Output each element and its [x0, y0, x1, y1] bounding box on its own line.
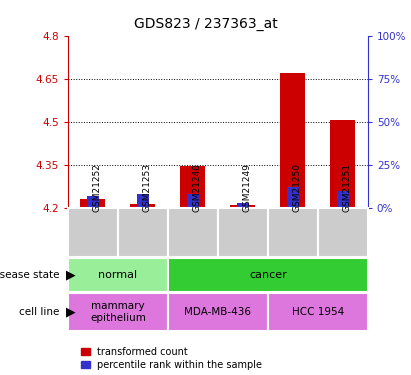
- Text: GSM21251: GSM21251: [343, 163, 352, 212]
- Text: cancer: cancer: [249, 270, 287, 280]
- Bar: [136, 194, 149, 208]
- Text: GSM21249: GSM21249: [243, 163, 252, 212]
- Text: HCC 1954: HCC 1954: [292, 307, 344, 317]
- Text: disease state: disease state: [0, 270, 60, 280]
- Bar: [68, 293, 168, 331]
- Text: ▶: ▶: [66, 306, 75, 319]
- Text: GSM21248: GSM21248: [193, 163, 202, 212]
- Bar: [130, 204, 155, 208]
- Bar: [237, 203, 249, 208]
- Text: ▶: ▶: [66, 268, 75, 281]
- Bar: [180, 166, 206, 208]
- Bar: [68, 258, 168, 292]
- Text: normal: normal: [98, 270, 137, 280]
- Bar: [80, 200, 105, 208]
- Bar: [68, 208, 118, 257]
- Bar: [330, 120, 356, 208]
- Bar: [268, 293, 368, 331]
- Text: cell line: cell line: [19, 307, 60, 317]
- Bar: [230, 205, 255, 208]
- Bar: [280, 73, 305, 208]
- Bar: [318, 208, 368, 257]
- Bar: [168, 293, 268, 331]
- Bar: [87, 196, 99, 208]
- Bar: [286, 188, 299, 208]
- Text: GSM21253: GSM21253: [143, 163, 152, 212]
- Bar: [268, 208, 318, 257]
- Text: GDS823 / 237363_at: GDS823 / 237363_at: [134, 17, 277, 31]
- Bar: [118, 208, 168, 257]
- Text: mammary
epithelium: mammary epithelium: [90, 302, 146, 323]
- Bar: [337, 191, 349, 208]
- Bar: [187, 194, 199, 208]
- Legend: transformed count, percentile rank within the sample: transformed count, percentile rank withi…: [81, 347, 263, 370]
- Text: GSM21252: GSM21252: [93, 163, 102, 212]
- Text: MDA-MB-436: MDA-MB-436: [184, 307, 252, 317]
- Text: GSM21250: GSM21250: [293, 163, 302, 212]
- Bar: [168, 208, 218, 257]
- Bar: [168, 258, 368, 292]
- Bar: [218, 208, 268, 257]
